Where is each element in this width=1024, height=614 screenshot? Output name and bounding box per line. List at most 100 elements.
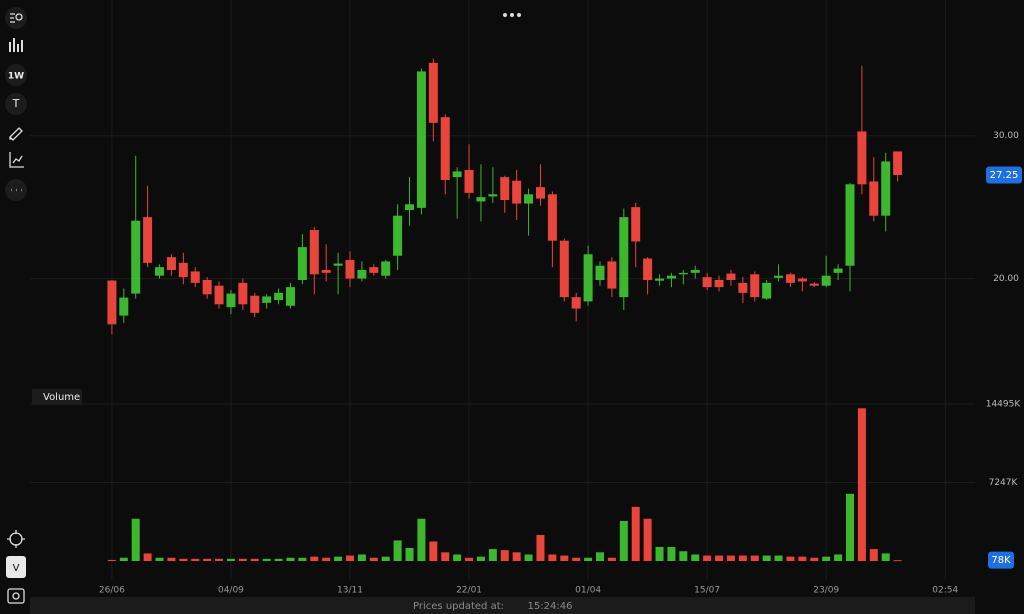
interval-label[interactable]: 1W bbox=[8, 72, 24, 82]
volume-bar bbox=[548, 554, 557, 561]
x-tick-label: 22/01 bbox=[456, 586, 482, 596]
text-button[interactable] bbox=[5, 93, 27, 115]
y-tick-label: 30.00 bbox=[993, 131, 1019, 141]
text-tool-label[interactable]: T bbox=[12, 97, 20, 110]
marks bbox=[107, 58, 903, 562]
volume-bar bbox=[726, 555, 735, 561]
volume-bar bbox=[274, 558, 283, 561]
candle-body bbox=[464, 170, 474, 193]
volume-bar bbox=[179, 558, 188, 561]
candle-body bbox=[500, 177, 510, 200]
volume-bar bbox=[143, 553, 152, 561]
candle-body bbox=[774, 275, 784, 278]
candle-body bbox=[166, 257, 176, 270]
labels: 26/06 04/09 13/11 22/01 01/04 15/07 23/09 02:54… bbox=[32, 131, 1022, 596]
x-tick-label: 01/04 bbox=[575, 586, 601, 596]
indicator-icon[interactable] bbox=[9, 152, 24, 168]
volume-bar bbox=[226, 558, 235, 561]
search-icon bbox=[10, 13, 15, 23]
volume-bar bbox=[560, 555, 569, 561]
volume-bar bbox=[262, 558, 271, 561]
interval-button[interactable] bbox=[5, 64, 27, 86]
screenshot-icon[interactable] bbox=[7, 588, 25, 604]
volume-bar bbox=[584, 557, 593, 561]
x-tick-label: 13/11 bbox=[337, 586, 363, 596]
volume-bar bbox=[834, 554, 843, 561]
volume-bar bbox=[643, 518, 652, 561]
y-tick-label: 14495K bbox=[986, 400, 1022, 410]
candle-body bbox=[262, 296, 272, 303]
candle-body bbox=[738, 282, 748, 293]
candle-body bbox=[178, 262, 188, 278]
candle-body bbox=[631, 207, 641, 242]
volume-bar bbox=[810, 557, 819, 561]
volume-bar bbox=[524, 554, 533, 561]
crosshair-icon bbox=[7, 530, 25, 548]
candle-body bbox=[214, 285, 224, 305]
volume-bar bbox=[774, 555, 783, 561]
volume-bar bbox=[822, 556, 831, 561]
volume-bar bbox=[393, 540, 402, 561]
candle-body bbox=[666, 275, 676, 279]
volume-bar bbox=[191, 558, 200, 561]
candle-body bbox=[357, 270, 367, 279]
volume-bar bbox=[857, 408, 866, 561]
candle-body bbox=[250, 295, 260, 313]
volume-bar bbox=[667, 546, 676, 561]
last-volume-badge bbox=[988, 551, 1014, 569]
candle-body bbox=[369, 267, 379, 273]
volume-bar bbox=[619, 520, 628, 561]
volume-toggle[interactable] bbox=[6, 556, 26, 578]
volume-toggle-label[interactable]: V bbox=[13, 563, 20, 574]
volume-bar bbox=[417, 518, 426, 561]
volume-bar bbox=[715, 555, 724, 561]
candle-body bbox=[893, 151, 903, 175]
candle-body bbox=[274, 292, 284, 300]
volume-bar bbox=[500, 550, 509, 561]
volume-bar bbox=[107, 559, 116, 561]
last-price-label: 27.25 bbox=[990, 170, 1019, 181]
candle-body bbox=[345, 260, 355, 279]
volume-bar bbox=[572, 557, 581, 561]
volume-bar bbox=[286, 557, 295, 561]
screenshot-icon bbox=[12, 592, 20, 600]
volume-bar bbox=[536, 535, 545, 561]
x-tick-label: 04/09 bbox=[218, 586, 244, 596]
status-bar bbox=[30, 597, 975, 614]
y-tick-label: 7247K bbox=[989, 478, 1019, 488]
draw-icon[interactable] bbox=[9, 127, 23, 141]
volume-bar bbox=[441, 552, 450, 561]
candle-body bbox=[119, 297, 129, 316]
candle-body bbox=[440, 117, 450, 180]
last-price-badge bbox=[986, 166, 1022, 184]
candle-body bbox=[309, 230, 319, 275]
last-volume-label: 78K bbox=[991, 555, 1011, 566]
candle-body bbox=[381, 261, 391, 276]
volume-title: Volume bbox=[43, 392, 80, 403]
chart-type-icon[interactable] bbox=[9, 38, 23, 52]
volume-bar bbox=[203, 558, 212, 561]
status-time: 15:24:46 bbox=[528, 601, 573, 612]
candle-body bbox=[202, 280, 212, 295]
volume-bar bbox=[750, 555, 759, 561]
volume-bar bbox=[369, 557, 378, 561]
menu-dots[interactable] bbox=[503, 13, 521, 17]
candle-body bbox=[488, 194, 498, 197]
volume-bar bbox=[298, 557, 307, 561]
volume-bar bbox=[607, 557, 616, 561]
candle-body bbox=[452, 171, 462, 178]
volume-bar bbox=[703, 555, 712, 561]
volume-bar bbox=[846, 493, 854, 561]
candle-body bbox=[393, 215, 403, 256]
candle-body bbox=[416, 71, 426, 208]
candle-body bbox=[535, 187, 545, 199]
volume-bar bbox=[357, 554, 366, 561]
candle-body bbox=[726, 273, 736, 280]
candle-body bbox=[595, 265, 605, 280]
volume-bar bbox=[322, 557, 331, 561]
y-tick-label: 20.00 bbox=[993, 274, 1019, 284]
candle-body bbox=[797, 278, 807, 282]
candle-body bbox=[881, 161, 891, 216]
